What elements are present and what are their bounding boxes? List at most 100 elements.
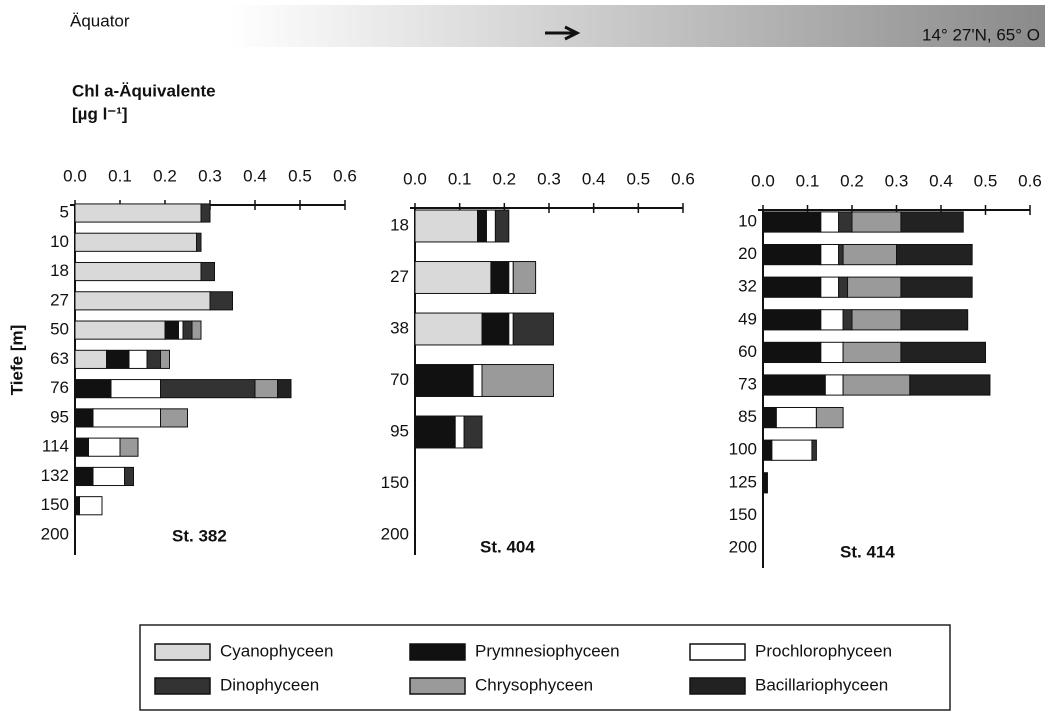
x-tick-label: 0.0 <box>63 166 87 185</box>
bar-segment <box>490 261 510 294</box>
station-label: St. 404 <box>480 537 535 556</box>
bar-segment <box>463 415 483 449</box>
y-tick-label: 27 <box>390 267 409 286</box>
bar-segment <box>900 276 973 298</box>
bar-segment <box>842 243 897 266</box>
x-tick-label: 0.2 <box>840 171 864 190</box>
y-tick-label: 10 <box>50 232 69 251</box>
y-tick-label: 150 <box>41 495 69 514</box>
bar-segment <box>74 496 80 516</box>
x-tick-label: 0.0 <box>751 171 775 190</box>
x-tick-label: 0.1 <box>796 171 820 190</box>
legend-label: Chrysophyceen <box>475 675 593 694</box>
bar-segment <box>74 466 94 487</box>
x-tick-label: 0.1 <box>448 169 472 188</box>
bar-segment <box>124 466 134 487</box>
bar-segment <box>847 276 902 298</box>
bar-segment <box>896 243 973 266</box>
bar-segment <box>454 415 465 449</box>
bar-segment <box>472 364 483 397</box>
y-tick-label: 200 <box>381 524 409 543</box>
y-tick-label: 70 <box>390 370 409 389</box>
x-tick-label: 0.0 <box>403 169 427 188</box>
bar-segment <box>92 408 161 428</box>
header-band <box>230 5 1045 47</box>
y-tick-label: 100 <box>729 440 757 459</box>
bar-segment <box>414 415 456 449</box>
x-tick-label: 0.4 <box>582 169 606 188</box>
bar-segment <box>762 374 826 396</box>
station-label: St. 414 <box>840 542 895 561</box>
bar-segment <box>820 243 840 266</box>
bar-segment <box>414 209 479 243</box>
bar-segment <box>820 341 844 364</box>
x-tick-label: 0.6 <box>671 169 695 188</box>
legend-swatch <box>409 643 466 661</box>
bar-segment <box>762 439 773 461</box>
bar-segment <box>762 472 768 494</box>
bar-segment <box>842 309 853 331</box>
bar-segment <box>146 349 161 369</box>
bar-segment <box>824 374 844 396</box>
bar-segment <box>74 232 197 252</box>
y-tick-label: 10 <box>738 211 757 230</box>
bar-segment <box>200 261 215 282</box>
bar-segment <box>209 291 233 311</box>
x-tick-label: 0.3 <box>198 166 222 185</box>
y-tick-label: 114 <box>42 437 69 456</box>
bar-segment <box>110 379 161 399</box>
bar-segment <box>106 349 130 369</box>
bar-segment <box>762 211 822 233</box>
bar-segment <box>838 211 853 233</box>
bar-segment <box>74 203 202 223</box>
bar-segment <box>178 320 184 340</box>
bar-segment <box>771 439 813 461</box>
bar-segment <box>414 312 483 346</box>
bar-segment <box>477 209 487 243</box>
bar-segment <box>811 439 817 461</box>
legend-box <box>139 624 951 711</box>
header-left: Äquator <box>70 11 130 30</box>
bar-segment <box>79 496 103 516</box>
bar-segment <box>414 364 474 397</box>
y-tick-label: 32 <box>738 277 757 296</box>
bar-segment <box>512 261 537 294</box>
bar-segment <box>200 203 211 223</box>
bar-segment <box>128 349 148 369</box>
bar-segment <box>254 379 278 399</box>
x-tick-label: 0.3 <box>537 169 561 188</box>
bar-segment <box>900 341 987 364</box>
station-label: St. 382 <box>172 526 227 545</box>
legend-swatch <box>409 677 466 695</box>
legend-swatch <box>689 643 746 661</box>
x-axis-label: Chl a-Äquivalente <box>72 81 216 100</box>
legend-swatch <box>689 677 746 695</box>
y-tick-label: 95 <box>390 421 409 440</box>
y-tick-label: 125 <box>729 472 757 491</box>
bar-segment <box>842 374 911 396</box>
bar-segment <box>485 209 496 243</box>
bar-segment <box>820 309 844 331</box>
bar-segment <box>92 466 125 487</box>
y-tick-label: 73 <box>738 374 757 393</box>
bar-segment <box>762 276 822 298</box>
bar-segment <box>775 406 817 429</box>
bar-segment <box>160 349 170 369</box>
bar-segment <box>164 320 179 340</box>
bar-segment <box>277 379 292 399</box>
y-tick-label: 5 <box>60 202 69 221</box>
bar-segment <box>909 374 991 396</box>
x-tick-label: 0.3 <box>885 171 909 190</box>
bar-segment <box>74 261 202 282</box>
bar-segment <box>160 379 256 399</box>
bar-segment <box>494 209 510 243</box>
x-tick-label: 0.5 <box>974 171 998 190</box>
bar-segment <box>191 320 202 340</box>
legend-label: Dinophyceen <box>220 675 319 694</box>
y-tick-label: 38 <box>390 318 409 337</box>
bar-segment <box>414 261 492 294</box>
bar-segment <box>74 437 89 457</box>
bar-segment <box>820 276 840 298</box>
bar-segment <box>512 312 554 346</box>
